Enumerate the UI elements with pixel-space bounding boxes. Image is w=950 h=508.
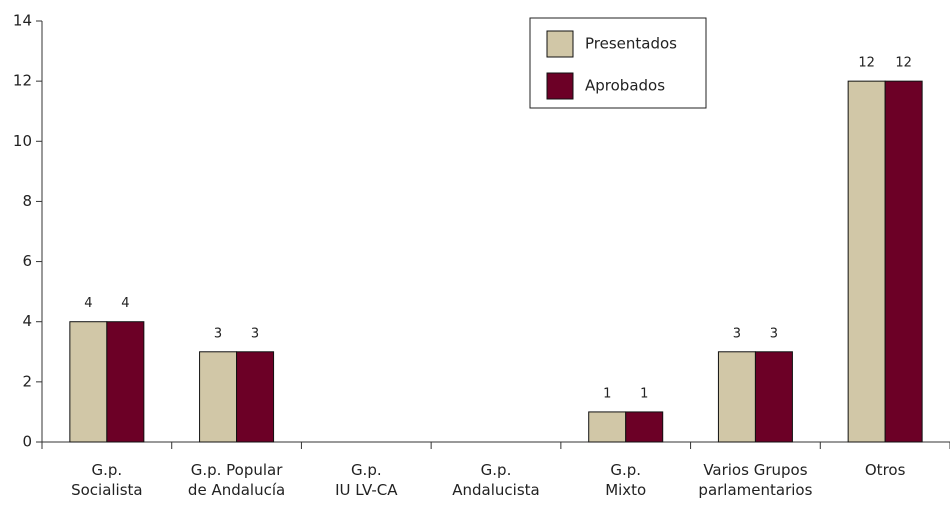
value-label: 4 <box>121 296 129 311</box>
value-label: 3 <box>251 326 259 341</box>
value-label: 4 <box>84 296 92 311</box>
bar <box>625 411 664 443</box>
x-tick-label-line: Otros <box>865 461 906 479</box>
x-tick-label: G.p. Andalucista <box>452 461 539 499</box>
x-tick-label: G.p. Socialista <box>71 461 143 499</box>
bar <box>717 351 756 443</box>
y-tick-label: 8 <box>22 192 32 210</box>
bar <box>236 351 275 443</box>
legend-swatch <box>546 30 574 58</box>
bar <box>884 80 923 443</box>
value-label: 1 <box>640 386 648 401</box>
value-label: 12 <box>858 56 875 71</box>
x-tick-label-line: Mixto <box>605 481 646 499</box>
x-tick-label: Varios Grupos parlamentarios <box>698 461 812 499</box>
x-tick-label-line: G.p. <box>610 461 641 479</box>
value-label: 3 <box>733 326 741 341</box>
x-tick-label-line: parlamentarios <box>698 481 812 499</box>
x-tick-label: G.p. Popular de Andalucía <box>188 461 285 499</box>
bar <box>106 321 145 443</box>
x-tick-label: G.p. IU LV-CA <box>335 461 398 499</box>
bar <box>754 351 793 443</box>
bar <box>588 411 627 443</box>
y-tick-label: 14 <box>13 12 32 30</box>
y-tick-label: 4 <box>22 312 32 330</box>
x-tick-label-line: de Andalucía <box>188 481 285 499</box>
y-tick-label: 10 <box>13 132 32 150</box>
x-tick-label-line: G.p. <box>92 461 123 479</box>
x-tick-label-line: G.p. <box>351 461 382 479</box>
bar <box>199 351 238 443</box>
bar <box>847 80 886 443</box>
legend-label: Aprobados <box>585 77 665 95</box>
value-label: 3 <box>214 326 222 341</box>
x-tick-label: Otros <box>865 461 906 479</box>
value-label: 12 <box>895 56 912 71</box>
bar <box>69 321 108 443</box>
value-label: 3 <box>770 326 778 341</box>
y-tick-label: 2 <box>22 372 32 390</box>
x-tick-label-line: Andalucista <box>452 481 539 499</box>
y-tick-label: 12 <box>13 72 32 90</box>
x-tick-label: G.p. Mixto <box>605 461 646 499</box>
x-tick-label-line: G.p. <box>481 461 512 479</box>
x-tick-label-line: Socialista <box>71 481 143 499</box>
x-tick-label-line: IU LV-CA <box>335 481 398 499</box>
x-tick-label-line: Varios Grupos <box>703 461 807 479</box>
y-tick-label: 6 <box>22 252 32 270</box>
x-tick-label-line: G.p. Popular <box>191 461 284 479</box>
legend-label: Presentados <box>585 35 677 53</box>
y-tick-label: 0 <box>22 433 32 451</box>
value-label: 1 <box>603 386 611 401</box>
legend-swatch <box>546 72 574 100</box>
